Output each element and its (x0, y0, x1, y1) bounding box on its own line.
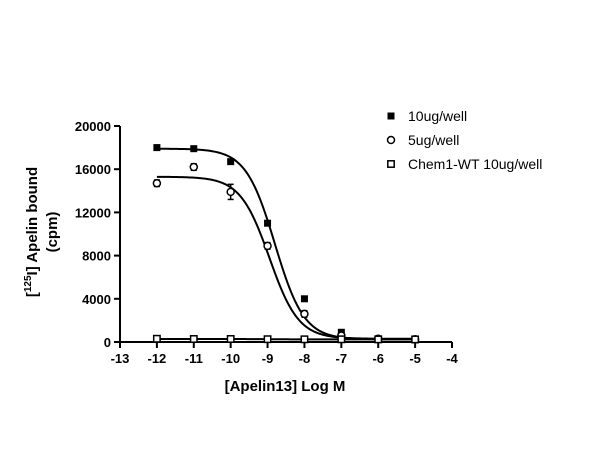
data-point (300, 295, 308, 303)
x-tick-label: -10 (221, 351, 240, 366)
data-point (386, 135, 396, 145)
legend: 10ug/well 5ug/well Chem1-WT 10ug/well (386, 108, 542, 172)
data-point (189, 162, 199, 172)
data-point (387, 160, 395, 168)
y-tick-label: 0 (104, 335, 111, 350)
y-tick-label: 16000 (75, 162, 111, 177)
data-point (263, 241, 272, 251)
data-point (264, 219, 272, 227)
data-point (374, 335, 383, 344)
data-point (190, 145, 198, 153)
fit-curve (156, 175, 416, 340)
y-tick-label: 8000 (82, 249, 111, 264)
data-point (152, 334, 161, 343)
data-point (337, 335, 346, 344)
x-tick-label: -13 (111, 351, 130, 366)
data-point (300, 335, 309, 344)
data-points (152, 144, 420, 344)
plot-area: -13 -12 -11 -10 -9 -8 -7 -6 -5 -4 0 4000 8000 12000 1… (75, 119, 459, 366)
data-point (387, 112, 395, 120)
data-point (227, 158, 235, 166)
y-axis-label-prefix: [ (24, 292, 41, 297)
data-point (226, 187, 235, 197)
y-axis-unit-label: (cpm) (44, 212, 61, 253)
legend-entry-label: 10ug/well (408, 108, 467, 124)
x-tick-label: -12 (147, 351, 166, 366)
legend-entry-label: Chem1-WT 10ug/well (408, 156, 542, 172)
x-axis-label: [Apelin13] Log M (225, 378, 346, 395)
legend-entry-label: 5ug/well (408, 132, 459, 148)
x-tick-label: -7 (336, 351, 348, 366)
y-ticks: 0 4000 8000 12000 16000 20000 (75, 119, 120, 350)
x-tick-label: -9 (262, 351, 274, 366)
data-point (152, 178, 162, 188)
data-point (263, 335, 272, 344)
y-tick-label: 12000 (75, 205, 111, 220)
x-ticks: -13 -12 -11 -10 -9 -8 -7 -6 -5 -4 (111, 342, 459, 366)
y-tick-label: 20000 (75, 119, 111, 134)
y-tick-label: 4000 (82, 292, 111, 307)
y-axis-label: [125I] Apelin bound (23, 167, 41, 297)
y-axis-label-main: I] Apelin bound (24, 167, 41, 276)
data-point (153, 144, 161, 152)
data-point (411, 335, 420, 344)
fit-curves (156, 147, 416, 341)
x-tick-label: -11 (185, 351, 203, 366)
y-axis-label-superscript: 125 (23, 275, 34, 292)
data-point (189, 335, 198, 343)
data-point (300, 309, 309, 319)
data-point (226, 335, 235, 343)
x-tick-label: -6 (372, 351, 384, 366)
x-tick-label: -8 (299, 351, 311, 366)
x-tick-label: -5 (409, 351, 421, 366)
x-tick-label: -4 (446, 351, 458, 366)
